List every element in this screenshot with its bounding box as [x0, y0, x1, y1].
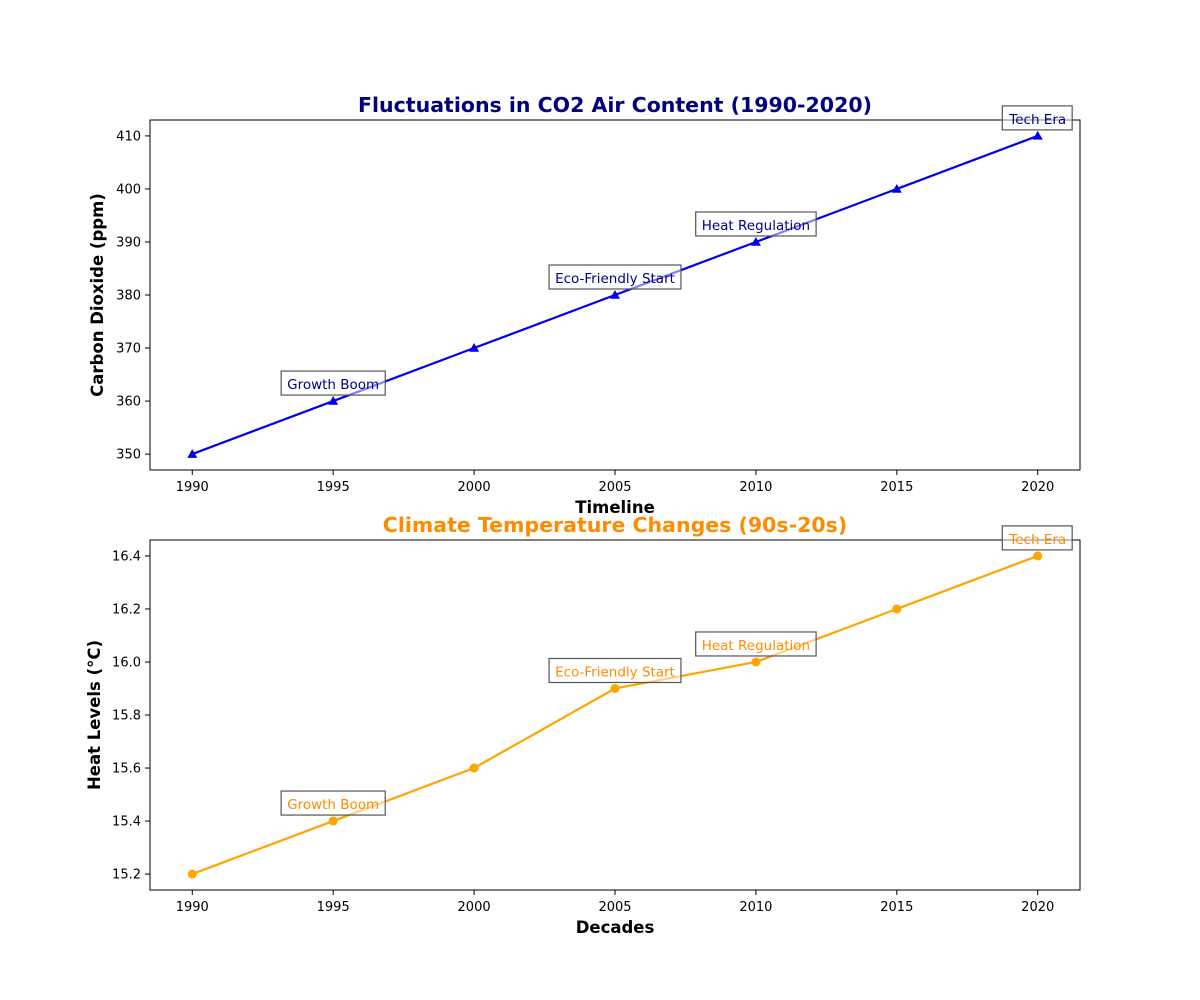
co2-data-point — [891, 183, 902, 193]
co2-y-tick-label: 410 — [116, 129, 141, 144]
co2-data-point — [1032, 130, 1043, 140]
temperature-y-tick-label: 16.4 — [112, 549, 141, 564]
temperature-y-tick-label: 15.8 — [112, 709, 141, 724]
co2-y-tick-label: 360 — [116, 395, 141, 410]
temperature-x-tick-label: 2020 — [1021, 900, 1054, 915]
temperature-x-axis-label: Decades — [576, 918, 655, 937]
temperature-y-tick-label: 16.2 — [112, 602, 141, 617]
co2-x-tick-label: 1990 — [176, 480, 209, 495]
co2-x-tick-label: 2000 — [458, 480, 491, 495]
temperature-data-point — [610, 683, 620, 693]
co2-annotation: Eco-Friendly Start — [548, 264, 682, 290]
co2-annotation-text: Heat Regulation — [702, 218, 810, 234]
co2-annotation-text: Growth Boom — [287, 377, 379, 393]
temperature-annotation-text: Eco-Friendly Start — [555, 664, 675, 680]
temperature-annotation-text: Growth Boom — [287, 797, 379, 813]
co2-annotation: Growth Boom — [280, 370, 386, 396]
temperature-data-point — [1033, 551, 1043, 561]
co2-data-point — [610, 290, 620, 299]
temperature-annotation-box — [695, 631, 817, 657]
temperature-chart: Climate Temperature Changes (90s-20s) De… — [85, 513, 1081, 937]
co2-y-tick-label: 390 — [116, 235, 141, 250]
co2-annotation-text: Tech Era — [1008, 112, 1066, 128]
temperature-data-point — [892, 604, 902, 614]
temperature-x-tick-label: 2005 — [598, 900, 631, 915]
co2-x-axis-label: Timeline — [575, 498, 655, 517]
temperature-annotation: Tech Era — [1001, 525, 1073, 551]
co2-y-tick-label: 350 — [116, 448, 141, 463]
co2-data-point — [328, 396, 339, 405]
co2-x-tick-label: 1995 — [317, 480, 350, 495]
temperature-annotation: Growth Boom — [280, 790, 386, 816]
temperature-data-point — [328, 816, 338, 826]
temperature-annotation: Heat Regulation — [695, 631, 817, 657]
temperature-x-tick-label: 1995 — [317, 900, 350, 915]
co2-x-tick-label: 2020 — [1021, 480, 1054, 495]
co2-annotation-box — [280, 370, 386, 396]
co2-x-tick-label: 2010 — [739, 480, 772, 495]
co2-annotation: Tech Era — [1001, 105, 1073, 131]
temperature-y-tick-label: 15.2 — [112, 868, 141, 883]
temperature-annotation-text: Heat Regulation — [702, 638, 810, 654]
co2-chart-title: Fluctuations in CO2 Air Content (1990-20… — [358, 93, 872, 117]
temperature-annotation: Eco-Friendly Start — [548, 657, 682, 684]
temperature-y-axis-label: Heat Levels (°C) — [85, 640, 104, 790]
co2-chart: Fluctuations in CO2 Air Content (1990-20… — [88, 93, 1081, 517]
co2-annotation-box — [1001, 105, 1073, 131]
temperature-x-tick-label: 2015 — [880, 900, 913, 915]
temperature-y-tick-label: 15.4 — [112, 815, 141, 830]
co2-data-point — [187, 449, 198, 458]
temperature-y-tick-label: 15.6 — [112, 762, 141, 777]
temperature-x-tick-label: 2000 — [458, 900, 491, 915]
co2-data-point — [469, 343, 480, 352]
co2-plot-area: 1990 1995 2000 2005 2010 2015 2020 350 360 370 380… — [116, 105, 1081, 495]
co2-y-axis-label: Carbon Dioxide (ppm) — [88, 193, 107, 397]
co2-annotation-box — [695, 211, 817, 237]
temperature-data-point — [469, 763, 479, 773]
temperature-annotation-text: Tech Era — [1008, 532, 1066, 548]
co2-annotation: Heat Regulation — [695, 211, 817, 237]
temperature-data-point — [751, 657, 761, 667]
co2-annotation-text: Eco-Friendly Start — [555, 271, 675, 287]
temperature-y-tick-label: 16.0 — [112, 655, 141, 670]
temperature-annotation-box — [280, 790, 386, 816]
temperature-chart-title: Climate Temperature Changes (90s-20s) — [383, 513, 847, 537]
temperature-data-point — [187, 869, 197, 879]
temperature-annotation-box — [548, 657, 682, 684]
co2-y-tick-label: 400 — [116, 182, 141, 197]
temperature-x-tick-label: 1990 — [176, 900, 209, 915]
co2-x-tick-label: 2015 — [880, 480, 913, 495]
temperature-x-tick-label: 2010 — [739, 900, 772, 915]
temperature-annotation-box — [1001, 525, 1073, 551]
co2-data-point — [750, 236, 761, 246]
co2-y-tick-label: 380 — [116, 289, 141, 304]
co2-annotation-box — [548, 264, 682, 290]
co2-x-tick-label: 2005 — [598, 480, 631, 495]
co2-y-tick-label: 370 — [116, 342, 141, 357]
temperature-plot-area: 1990 1995 2000 2005 2010 2015 2020 15.2 15.4 15.6… — [112, 525, 1081, 915]
